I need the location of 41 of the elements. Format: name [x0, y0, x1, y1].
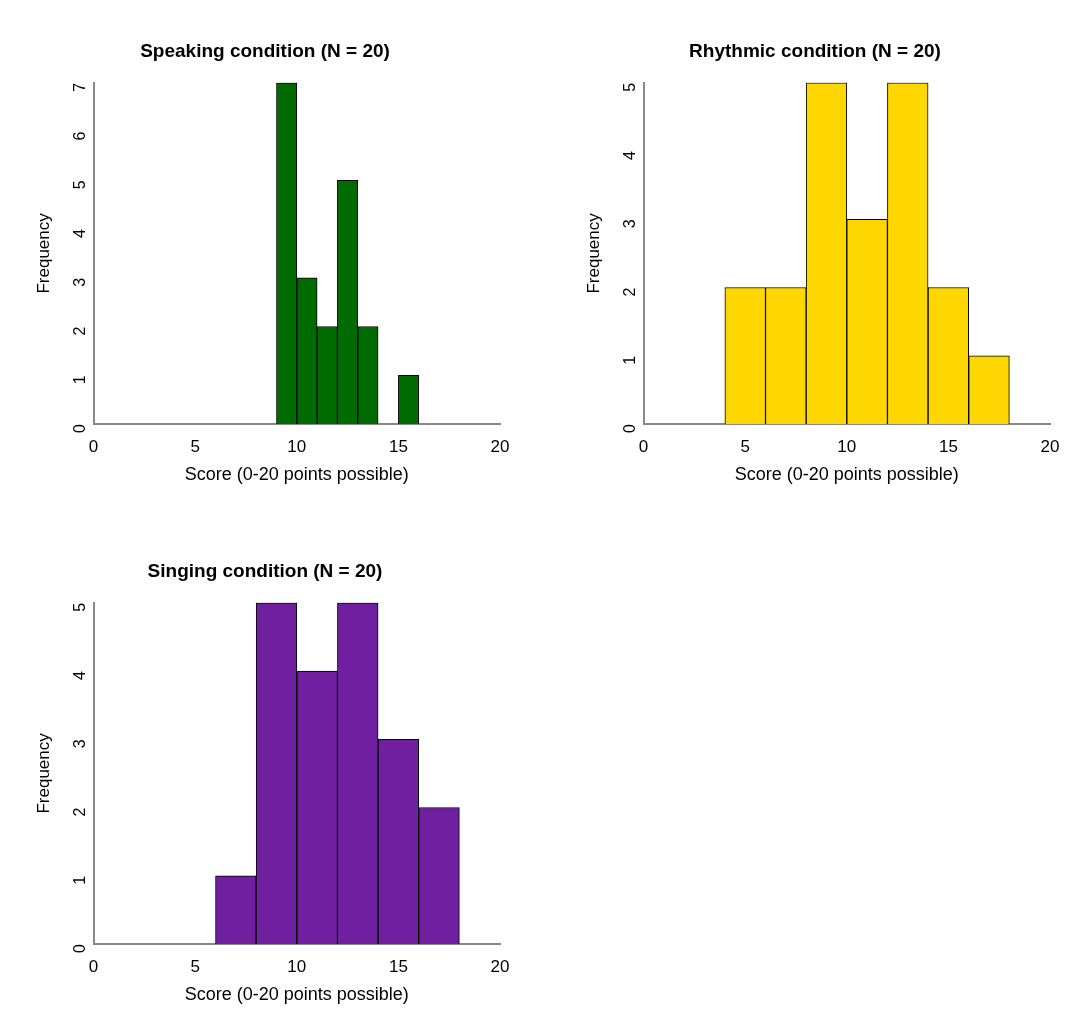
y-tick-label: 5	[71, 180, 89, 190]
x-tick-label: 15	[388, 436, 408, 456]
x-tick-label: 20	[1040, 436, 1060, 456]
y-tick-label: 4	[71, 228, 89, 238]
y-tick-label: 6	[71, 131, 89, 141]
y-tick-label: 4	[71, 670, 89, 680]
x-tick-label: 15	[388, 956, 408, 976]
x-tick-label: 10	[287, 956, 307, 976]
x-tick-label: 10	[287, 436, 307, 456]
y-tick-label: 2	[71, 326, 89, 336]
y-tick-label: 1	[621, 355, 639, 365]
chart-title: Singing condition (N = 20)	[147, 559, 383, 581]
x-tick-label: 5	[740, 436, 750, 456]
chart-title: Speaking condition (N = 20)	[140, 39, 390, 61]
x-tick-label: 20	[490, 436, 510, 456]
y-tick-label: 0	[71, 423, 89, 433]
y-tick-label: 5	[621, 82, 639, 92]
x-axis-title: Score (0-20 points possible)	[734, 464, 959, 485]
x-tick-label: 5	[190, 956, 200, 976]
y-tick-label: 0	[71, 943, 89, 953]
y-tick-label: 3	[621, 219, 639, 229]
y-tick-label: 2	[621, 287, 639, 297]
x-tick-label: 10	[837, 436, 857, 456]
y-axis-title: Frequency	[583, 212, 603, 294]
x-axis-title: Score (0-20 points possible)	[184, 984, 409, 1005]
y-tick-label: 1	[71, 875, 89, 885]
y-tick-label: 7	[71, 82, 89, 92]
y-tick-label: 4	[621, 150, 639, 160]
x-tick-label: 20	[490, 956, 510, 976]
x-tick-label: 5	[190, 436, 200, 456]
y-tick-label: 3	[71, 277, 89, 287]
x-tick-label: 15	[938, 436, 958, 456]
x-axis-title: Score (0-20 points possible)	[184, 464, 409, 485]
y-tick-label: 2	[71, 807, 89, 817]
y-tick-label: 3	[71, 739, 89, 749]
chart-title: Rhythmic condition (N = 20)	[689, 39, 941, 61]
y-tick-label: 0	[621, 423, 639, 433]
y-axis-title: Frequency	[33, 732, 53, 814]
y-axis-title: Frequency	[33, 212, 53, 294]
y-tick-label: 1	[71, 375, 89, 385]
y-tick-label: 5	[71, 602, 89, 612]
